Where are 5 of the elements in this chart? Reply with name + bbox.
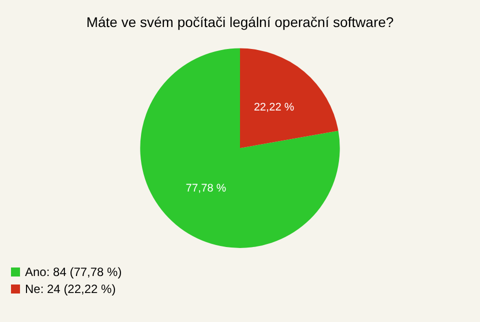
data-label: 77,78 %: [186, 182, 226, 195]
chart-title: Máte ve svém počítači legální operační software?: [86, 14, 394, 30]
legend-label: Ano: 84 (77,78 %): [25, 265, 122, 279]
legend-label: Ne: 24 (22,22 %): [25, 282, 116, 296]
data-label: 22,22 %: [254, 102, 294, 114]
